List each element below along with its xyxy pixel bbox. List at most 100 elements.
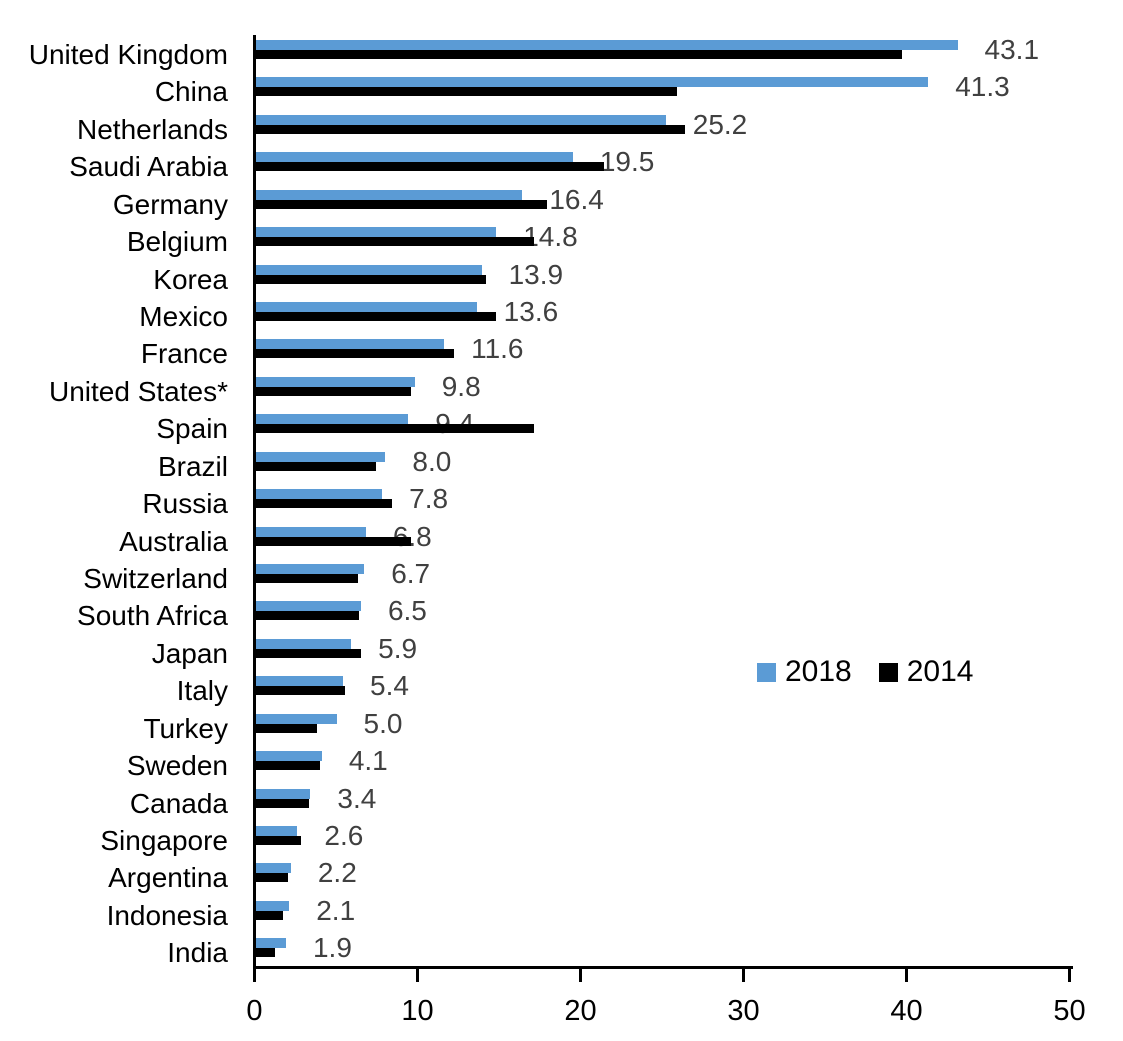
value-label: 5.4 [370, 670, 409, 702]
bar-2018 [255, 40, 958, 50]
value-label: 13.9 [508, 258, 564, 290]
category-label: Germany [112, 188, 228, 220]
x-axis-line [253, 966, 1073, 969]
legend-label: 2018 [785, 655, 852, 688]
y-axis-line [253, 35, 256, 968]
category-label: United Kingdom [28, 39, 228, 70]
bar-row: France 11.6 [0, 335, 1123, 372]
bar-2014 [255, 349, 454, 359]
bar-2014 [255, 461, 376, 471]
category-label: Indonesia [106, 899, 228, 931]
legend-item-2014: 2014 [878, 655, 974, 689]
bar-row: China 41.3 [0, 73, 1123, 110]
bar-row: India 1.9 [0, 934, 1123, 971]
bar-row: Brazil 8.0 [0, 445, 1123, 485]
bar-2018 [255, 900, 290, 911]
bar-row: Italy 5.4 [0, 672, 1123, 709]
bar-2014 [255, 237, 534, 247]
value-label: 19.5 [599, 146, 655, 178]
category-label: Australia [119, 525, 228, 557]
value-label: 3.4 [337, 782, 377, 814]
bar-2018 [255, 938, 286, 949]
bar-2014 [255, 386, 412, 396]
x-tick-label: 20 [564, 995, 597, 1027]
bar-row: Netherlands 25.2 [0, 110, 1123, 148]
value-label: 5.0 [363, 707, 403, 739]
x-tick-mark [253, 969, 256, 982]
value-label: 7.8 [409, 483, 449, 515]
x-tick-mark [579, 969, 582, 982]
bar-2018 [255, 601, 361, 612]
bar-row: Spain9.4 [0, 410, 1123, 447]
bar-row: Korea 13.9 [0, 258, 1123, 298]
x-tick-label: 40 [890, 995, 923, 1027]
bar-2018 [255, 451, 386, 462]
bar-row: Saudi Arabia 19.5 [0, 148, 1123, 185]
value-label: 5.9 [378, 632, 418, 664]
bar-2014 [255, 87, 678, 97]
bar-2014 [255, 611, 360, 621]
bar-row: Canada 3.4 [0, 782, 1123, 822]
bar-2014 [255, 424, 534, 434]
bar-2018 [255, 863, 291, 874]
bar-2018 [255, 826, 298, 837]
bar-2014 [255, 574, 358, 584]
category-label: Spain [156, 413, 228, 445]
legend-label: 2014 [906, 655, 974, 688]
category-label: United States* [49, 375, 228, 407]
bar-2014 [255, 274, 487, 284]
bar-2018 [255, 489, 383, 500]
legend-swatch-icon [757, 662, 776, 682]
category-label: Singapore [100, 825, 228, 857]
value-label: 2.1 [316, 894, 356, 926]
bar-2018 [255, 414, 409, 425]
legend-item-2018: 2018 [757, 655, 852, 689]
bar-row: Turkey 5.0 [0, 707, 1123, 747]
bar-2018 [255, 638, 352, 649]
value-label: 16.4 [549, 183, 604, 215]
bar-2018 [255, 376, 415, 387]
value-label: 8.0 [412, 445, 452, 477]
bar-2018 [255, 788, 311, 799]
x-tick-label: 30 [727, 995, 760, 1027]
bar-2014 [255, 798, 309, 808]
bar-2014 [255, 948, 275, 958]
x-tick-label: 50 [1053, 995, 1086, 1027]
bar-row: Mexico 13.6 [0, 298, 1123, 335]
legend-swatch-icon [878, 662, 898, 682]
bar-2014 [255, 312, 497, 321]
bar-row: South Africa 6.5 [0, 597, 1123, 634]
bar-row: United Kingdom 43.1 [0, 36, 1123, 73]
bar-2018 [255, 152, 573, 163]
x-tick-mark [416, 969, 419, 982]
bar-2014 [255, 124, 686, 134]
category-label: Sweden [126, 750, 228, 782]
category-label: South Africa [77, 600, 228, 632]
value-label: 43.1 [984, 34, 1040, 65]
bar-row: Sweden 4.1 [0, 747, 1123, 784]
bar-2014 [255, 536, 412, 546]
value-label: 2.6 [324, 820, 364, 852]
bar-row: United States* 9.8 [0, 372, 1123, 410]
category-label: Korea [153, 263, 228, 295]
category-label: China [154, 76, 228, 108]
category-label: India [167, 937, 228, 969]
value-label: 4.1 [348, 745, 388, 777]
x-tick-mark [905, 969, 908, 982]
bar-row: Singapore 2.6 [0, 822, 1123, 859]
x-tick-label: 0 [246, 995, 263, 1027]
bar-2014 [255, 199, 547, 209]
category-label: Belgium [126, 226, 228, 258]
category-label: Brazil [157, 450, 228, 482]
bar-2018 [255, 713, 337, 724]
bar-2014 [255, 162, 604, 172]
category-label: Japan [151, 637, 228, 669]
bar-2014 [255, 648, 361, 658]
x-tick-label: 10 [401, 995, 434, 1027]
value-label: 13.6 [503, 296, 559, 327]
category-label: Saudi Arabia [69, 151, 228, 183]
bar-2018 [255, 114, 666, 125]
value-label: 6.7 [391, 558, 431, 590]
x-tick-mark [1068, 969, 1071, 982]
bar-2018 [255, 676, 344, 687]
